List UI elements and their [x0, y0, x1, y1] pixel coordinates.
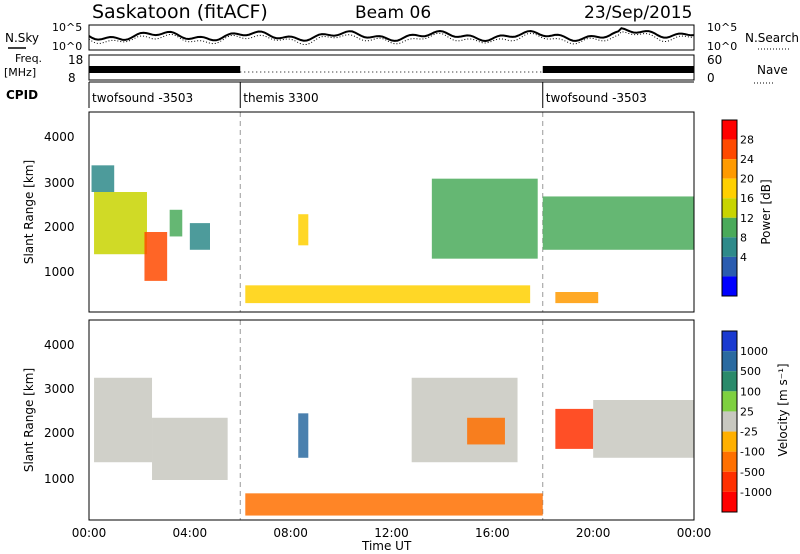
x-tick-label: 00:00 [72, 526, 107, 540]
x-axis-label: Time UT [361, 539, 412, 553]
power-cbar-swatch [722, 237, 737, 257]
velocity-region [593, 400, 694, 458]
velocity-cbar-label: Velocity [m s⁻¹] [776, 363, 790, 456]
freq-right-tick-top: 60 [707, 53, 722, 67]
noise-left-tick-bottom: 10^0 [52, 40, 82, 53]
power-ytick-2000: 2000 [44, 220, 75, 234]
velocity-cbar-frame [721, 330, 738, 513]
power-cbar-tick: 12 [740, 212, 754, 225]
velocity-ytick-3000: 3000 [44, 382, 75, 396]
power-cbar-swatch [722, 198, 737, 218]
power-cbar-swatch [722, 159, 737, 179]
power-cbar-tick: 16 [740, 192, 754, 205]
power-region [245, 285, 531, 304]
velocity-panel-frame [88, 319, 695, 521]
power-cbar-tick: 20 [740, 173, 754, 186]
power-region [555, 292, 599, 304]
power-cbar-swatch [722, 256, 737, 277]
power-region [144, 232, 168, 281]
power-cbar-swatch [722, 120, 737, 140]
x-tick-label: 12:00 [374, 526, 409, 540]
velocity-cbar-swatch [722, 471, 737, 492]
freq-block-end [542, 66, 694, 73]
power-cbar-tick: 28 [740, 134, 754, 147]
freq-left-tick-bottom: 8 [68, 71, 76, 85]
power-ytick-4000: 4000 [44, 130, 75, 144]
velocity-cbar-tick: -500 [740, 466, 765, 479]
noise-left-tick-top: 10^5 [52, 21, 82, 34]
freq-right-tick-bottom: 0 [707, 71, 715, 85]
power-region [169, 209, 183, 237]
velocity-region [94, 377, 153, 463]
power-cbar-swatch [722, 178, 737, 199]
velocity-cbar-swatch [722, 451, 737, 472]
freq-label-line2: [MHz] [4, 66, 36, 79]
power-region [189, 223, 210, 250]
velocity-cbar-swatch [722, 351, 737, 372]
power-cbar-label: Power [dB] [759, 179, 773, 244]
power-cbar-swatch [722, 276, 737, 296]
cpid-segment-label: twofsound -3503 [546, 91, 647, 105]
velocity-region [467, 417, 505, 445]
freq-label-line1: Freq. [15, 52, 42, 65]
noise-sky-trace [88, 27, 695, 43]
cpid-segment-label: twofsound -3503 [92, 91, 193, 105]
power-region [431, 178, 538, 259]
velocity-region [245, 493, 543, 516]
velocity-ytick-1000: 1000 [44, 472, 75, 486]
date-title: 23/Sep/2015 [584, 3, 692, 23]
velocity-cbar-swatch [722, 391, 737, 412]
nave-label: Nave [757, 63, 788, 77]
power-cbar-tick: 8 [740, 231, 747, 244]
power-region [94, 192, 147, 255]
velocity-cbar-swatch [722, 371, 737, 392]
station-title: Saskatoon (fitACF) [92, 1, 268, 23]
velocity-cbar-swatch [722, 411, 737, 432]
noise-right-tick-bottom: 10^0 [707, 40, 737, 53]
x-tick-label: 08:00 [273, 526, 308, 540]
noise-right-tick-top: 10^5 [707, 21, 737, 34]
velocity-ytick-4000: 4000 [44, 338, 75, 352]
power-region [542, 196, 694, 250]
velocity-ytick-2000: 2000 [44, 426, 75, 440]
velocity-cbar-tick: 25 [740, 405, 754, 418]
power-cbar-tick: 4 [740, 251, 747, 264]
velocity-region [152, 417, 228, 480]
power-ytick-1000: 1000 [44, 265, 75, 279]
power-ylabel: Slant Range [km] [22, 160, 36, 264]
cpid-label: CPID [6, 88, 38, 102]
noise-search-trace [88, 31, 694, 46]
x-tick-label: 20:00 [576, 526, 611, 540]
velocity-cbar-tick: -100 [740, 446, 765, 459]
velocity-cbar-tick: -1000 [740, 486, 772, 499]
noise-search-label: N.Search [745, 31, 799, 45]
power-cbar-tick: 24 [740, 153, 754, 166]
beam-title: Beam 06 [355, 3, 431, 23]
velocity-cbar-tick: -25 [740, 426, 758, 439]
x-tick-label: 16:00 [475, 526, 510, 540]
x-tick-label: 04:00 [173, 526, 208, 540]
velocity-region [555, 408, 594, 449]
noise-sky-label: N.Sky [5, 31, 39, 45]
velocity-cbar-tick: 500 [740, 365, 761, 378]
velocity-cbar-tick: 100 [740, 385, 761, 398]
velocity-cbar-tick: 1000 [740, 345, 768, 358]
velocity-cbar-swatch [722, 331, 737, 352]
velocity-region [298, 413, 309, 458]
power-panel-frame [88, 111, 695, 313]
velocity-cbar-swatch [722, 491, 737, 512]
velocity-ylabel: Slant Range [km] [22, 368, 36, 472]
cpid-segment-label: themis 3300 [243, 91, 318, 105]
velocity-cbar-swatch [722, 431, 737, 452]
power-region [91, 165, 115, 192]
x-tick-label: 00:00 [677, 526, 712, 540]
power-cbar-frame [721, 119, 738, 297]
freq-block-start [89, 66, 241, 73]
freq-left-tick-top: 18 [68, 53, 83, 67]
power-cbar-swatch [722, 139, 737, 160]
power-region [298, 214, 309, 246]
power-ytick-3000: 3000 [44, 176, 75, 190]
power-cbar-swatch [722, 217, 737, 238]
